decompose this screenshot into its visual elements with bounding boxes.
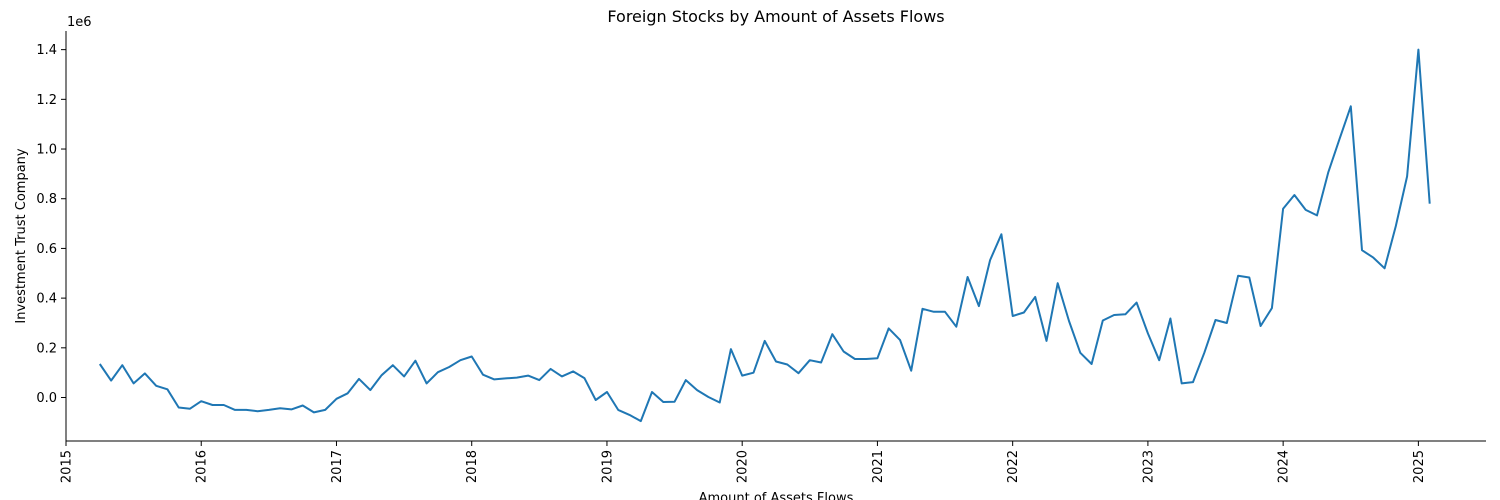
x-tick-label: 2025 <box>1412 450 1427 483</box>
y-tick-label: 0.6 <box>36 242 57 257</box>
x-tick-label: 2022 <box>1006 450 1021 483</box>
x-axis-ticks: 2015 2016 2017 2018 2019 2020 2021 2022 2023 2024… <box>60 441 1427 483</box>
y-tick-label: 1.4 <box>36 43 57 58</box>
chart-title: Foreign Stocks by Amount of Assets Flows <box>607 7 944 26</box>
y-tick-label: 0.2 <box>36 341 57 356</box>
x-tick-label: 2023 <box>1141 450 1156 483</box>
y-tick-label: 0.0 <box>36 391 57 406</box>
y-offset-label: 1e6 <box>67 15 92 30</box>
y-tick-label: 1.0 <box>36 143 57 158</box>
x-tick-label: 2019 <box>600 450 615 483</box>
y-tick-label: 0.8 <box>36 192 57 207</box>
x-tick-label: 2016 <box>195 450 210 483</box>
series-line <box>98 48 1431 423</box>
y-tick-label: 1.2 <box>36 93 57 108</box>
y-tick-label: 0.4 <box>36 292 57 307</box>
y-axis-ticks: 0.0 0.2 0.4 0.6 0.8 1.0 1.2 1.4 <box>36 43 66 406</box>
x-tick-label: 2020 <box>736 450 751 483</box>
x-axis-label: Amount of Assets Flows <box>699 491 854 500</box>
x-tick-label: 2024 <box>1277 450 1292 483</box>
y-axis-label: Investment Trust Company <box>14 148 29 324</box>
x-tick-label: 2017 <box>330 450 345 483</box>
x-tick-label: 2021 <box>871 450 886 483</box>
x-tick-label: 2015 <box>60 450 75 483</box>
x-tick-label: 2018 <box>465 450 480 483</box>
